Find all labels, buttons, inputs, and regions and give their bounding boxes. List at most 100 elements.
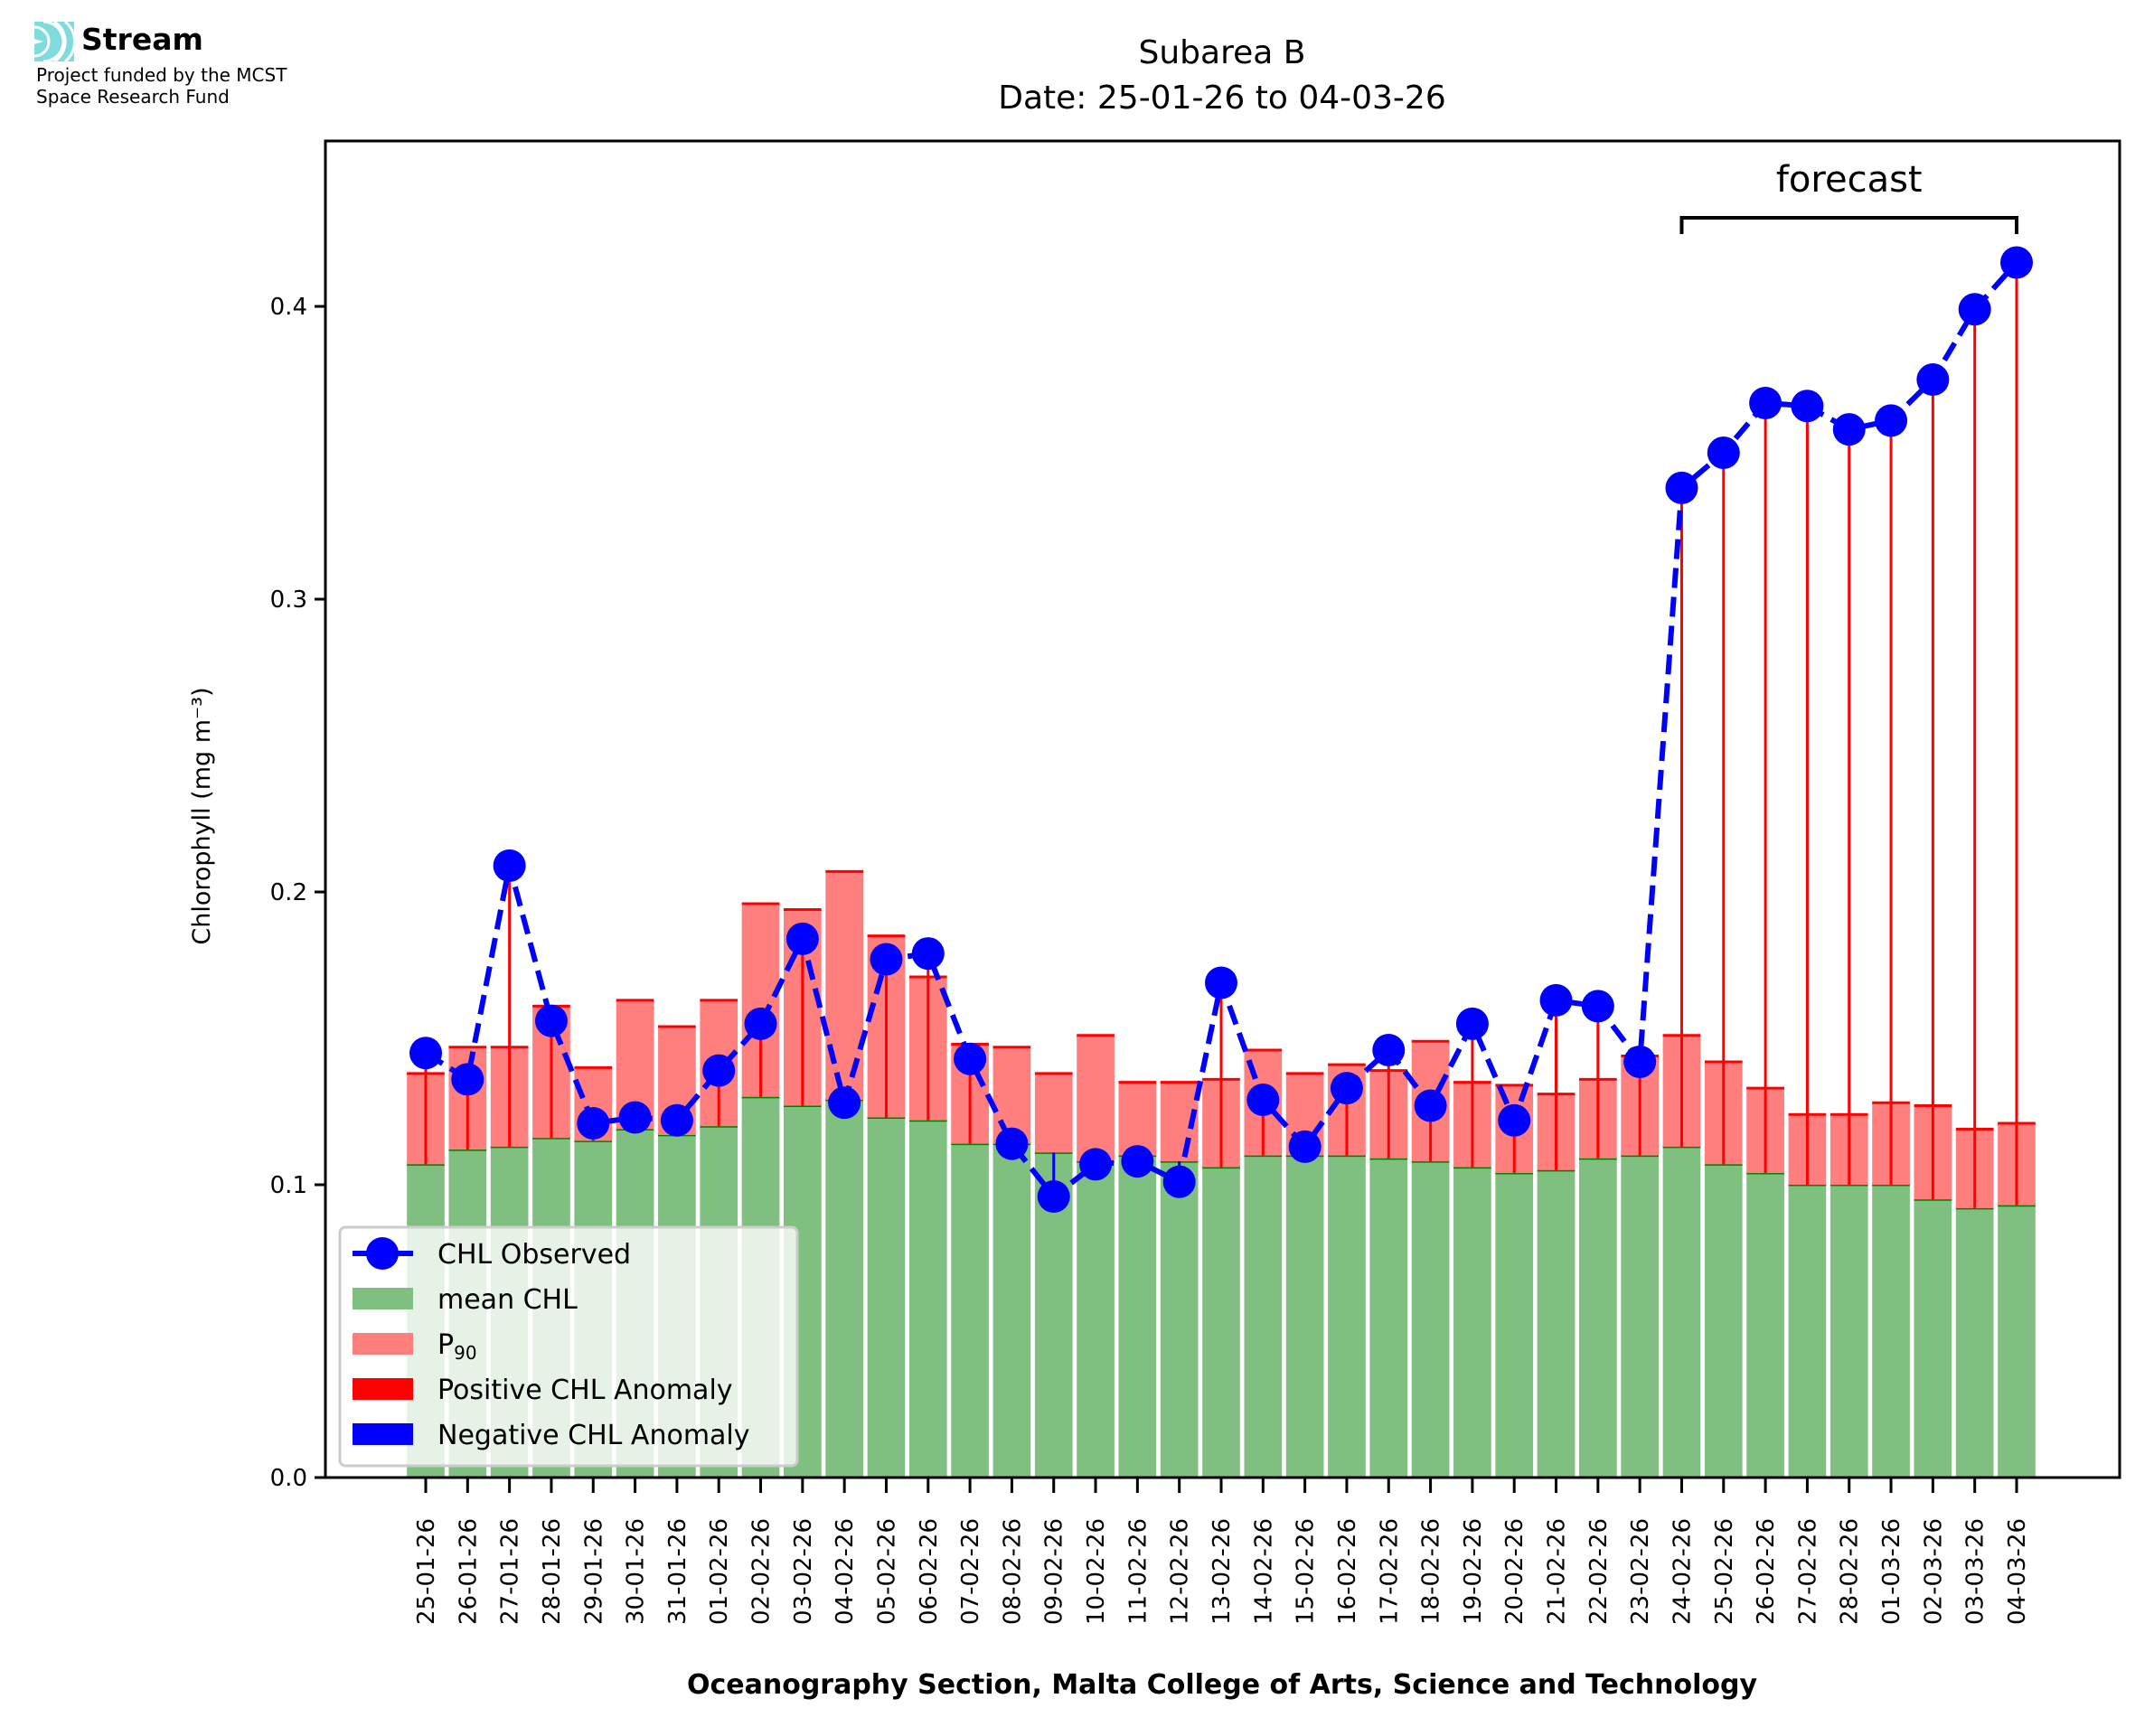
x-tick-label: 28-01-26 bbox=[539, 1518, 566, 1625]
x-tick-label: 03-02-26 bbox=[790, 1518, 817, 1625]
legend-patch-icon bbox=[353, 1288, 413, 1309]
x-tick-label: 01-02-26 bbox=[706, 1518, 733, 1625]
x-tick-label: 07-02-26 bbox=[957, 1518, 984, 1625]
y-tick-label: 0.2 bbox=[270, 879, 307, 906]
observed-point bbox=[1121, 1145, 1154, 1178]
observed-point bbox=[1288, 1130, 1322, 1163]
legend-box bbox=[338, 1225, 799, 1468]
mean-bar bbox=[1914, 1199, 1952, 1478]
mean-bar bbox=[908, 1120, 947, 1478]
funding-line-2: Space Research Fund bbox=[36, 86, 230, 108]
observed-point bbox=[409, 1037, 442, 1070]
anomaly-lines bbox=[424, 262, 2018, 1208]
observed-point bbox=[1539, 983, 1573, 1017]
observed-series bbox=[409, 246, 2033, 1213]
chart-title: Subarea B bbox=[1139, 34, 1306, 71]
observed-point bbox=[1455, 1007, 1489, 1040]
legend-label-subscript: 90 bbox=[454, 1342, 476, 1364]
observed-point bbox=[1623, 1045, 1657, 1078]
mean-bar bbox=[1579, 1158, 1617, 1478]
legend-label-text: mean CHL bbox=[437, 1284, 578, 1316]
x-tick-label: 05-02-26 bbox=[873, 1518, 900, 1625]
x-tick-label: 01-03-26 bbox=[1878, 1518, 1905, 1625]
observed-point bbox=[1162, 1165, 1196, 1198]
p90-bar bbox=[1118, 1082, 1157, 1156]
funding-line-1: Project funded by the MCST bbox=[36, 64, 287, 86]
legend-patch-icon bbox=[353, 1423, 413, 1445]
stream-logo-icon bbox=[34, 22, 78, 61]
observed-point bbox=[828, 1086, 861, 1120]
x-tick-label: 16-02-26 bbox=[1334, 1518, 1361, 1625]
x-tick-label: 22-02-26 bbox=[1585, 1518, 1613, 1625]
chart-subtitle: Date: 25-01-26 to 04-03-26 bbox=[998, 80, 1445, 117]
legend-label: mean CHL bbox=[437, 1284, 578, 1316]
x-tick-label: 27-01-26 bbox=[497, 1518, 524, 1625]
x-tick-label: 04-03-26 bbox=[2004, 1518, 2031, 1625]
x-axis-label: Oceanography Section, Malta College of A… bbox=[687, 1669, 1758, 1701]
x-tick-label: 04-02-26 bbox=[832, 1518, 859, 1625]
x-tick-label: 12-02-26 bbox=[1167, 1518, 1194, 1625]
mean-bar bbox=[1244, 1155, 1283, 1478]
legend-label: Negative CHL Anomaly bbox=[437, 1420, 750, 1451]
observed-point bbox=[911, 937, 945, 971]
x-tick-label: 27-02-26 bbox=[1794, 1518, 1821, 1625]
legend: CHL Observed mean CHL P90 Positive CHL Anom… bbox=[338, 1225, 799, 1468]
mean-bar bbox=[1537, 1169, 1576, 1478]
brand-name: Stream bbox=[81, 22, 203, 57]
x-tick-label: 25-02-26 bbox=[1711, 1518, 1738, 1625]
mean-bar bbox=[1746, 1173, 1784, 1478]
x-tick-label: 21-02-26 bbox=[1544, 1518, 1571, 1625]
x-tick-label: 28-02-26 bbox=[1837, 1518, 1864, 1625]
mean-bar bbox=[1621, 1155, 1659, 1478]
x-tick-label: 24-02-26 bbox=[1669, 1518, 1696, 1625]
mean-bar bbox=[1704, 1164, 1743, 1478]
x-tick-label: 03-03-26 bbox=[1962, 1518, 1989, 1625]
y-tick-label: 0.3 bbox=[270, 586, 307, 614]
observed-point bbox=[870, 943, 903, 976]
y-axis-label: Chlorophyll (mg m⁻³) bbox=[188, 687, 216, 944]
x-tick-label: 23-02-26 bbox=[1627, 1518, 1654, 1625]
x-tick-label: 09-02-26 bbox=[1041, 1518, 1068, 1625]
mean-bar bbox=[951, 1143, 989, 1478]
mean-bar bbox=[1118, 1155, 1157, 1478]
legend-patch-icon bbox=[353, 1378, 413, 1400]
observed-point bbox=[995, 1127, 1029, 1160]
x-tick-label: 26-01-26 bbox=[455, 1518, 482, 1625]
p90-bar bbox=[1034, 1073, 1073, 1153]
observed-point bbox=[534, 1004, 568, 1037]
x-tick-label: 10-02-26 bbox=[1083, 1518, 1110, 1625]
mean-bar bbox=[1369, 1158, 1408, 1478]
p90-bar bbox=[1077, 1035, 1115, 1162]
mean-bar bbox=[1788, 1185, 1827, 1478]
x-tick-label: 13-02-26 bbox=[1209, 1518, 1236, 1625]
observed-point bbox=[785, 922, 819, 955]
mean-bar bbox=[1077, 1161, 1115, 1478]
x-tick-label: 26-02-26 bbox=[1753, 1518, 1780, 1625]
observed-point bbox=[493, 849, 526, 882]
observed-point bbox=[1205, 966, 1237, 999]
forecast-label: forecast bbox=[1776, 159, 1923, 201]
x-tick-label: 29-01-26 bbox=[580, 1518, 607, 1625]
mean-bar bbox=[1998, 1205, 2036, 1478]
x-tick-label: 08-02-26 bbox=[999, 1518, 1026, 1625]
observed-point bbox=[2000, 246, 2033, 279]
legend-label: CHL Observed bbox=[437, 1239, 631, 1271]
observed-point bbox=[1037, 1179, 1070, 1213]
y-tick-label: 0.0 bbox=[270, 1465, 307, 1492]
legend-patch-icon bbox=[353, 1333, 413, 1355]
mean-bar bbox=[1662, 1146, 1701, 1478]
observed-point bbox=[1916, 363, 1950, 397]
observed-point bbox=[1791, 389, 1824, 423]
x-tick-label: 11-02-26 bbox=[1124, 1518, 1152, 1625]
observed-point bbox=[1330, 1072, 1363, 1105]
observed-point bbox=[1749, 386, 1782, 419]
x-tick-label: 18-02-26 bbox=[1418, 1518, 1445, 1625]
forecast-annotation: forecast bbox=[1679, 159, 2018, 234]
observed-point bbox=[660, 1103, 693, 1137]
legend-label: Positive CHL Anomaly bbox=[437, 1375, 733, 1406]
x-tick-label: 15-02-26 bbox=[1293, 1518, 1320, 1625]
y-tick-label: 0.1 bbox=[270, 1172, 307, 1199]
mean-bar bbox=[1285, 1155, 1324, 1478]
x-axis-ticks: 25-01-26 26-01-26 27-01-26 28-01-26 29-01-26… bbox=[413, 1478, 2031, 1625]
x-tick-label: 31-01-26 bbox=[664, 1518, 691, 1625]
